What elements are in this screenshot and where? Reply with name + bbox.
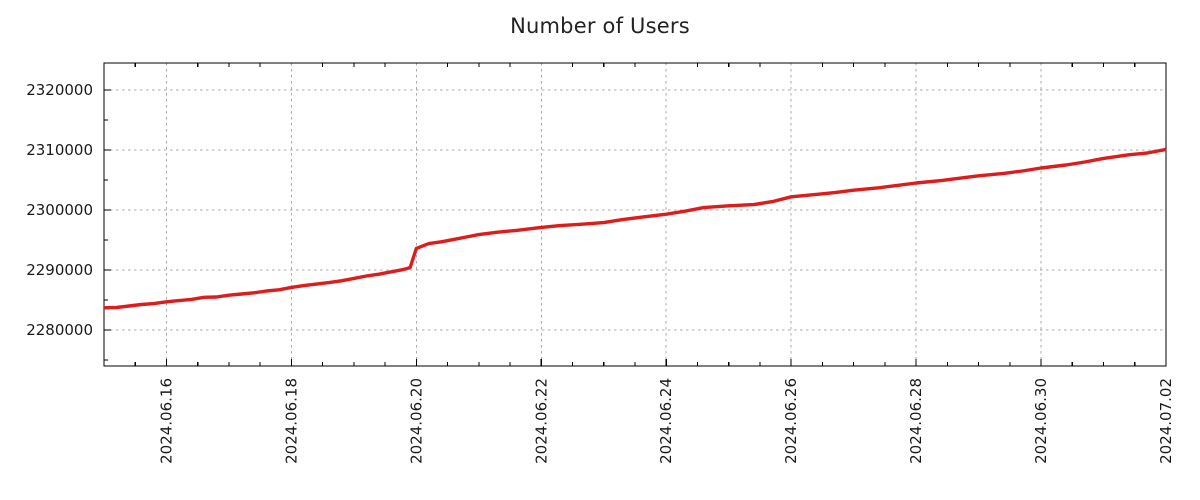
y-gridlines <box>104 89 1166 331</box>
x-tick-label: 2024.06.20 <box>407 378 425 464</box>
y-tick-label: 2290000 <box>26 261 93 279</box>
y-axis-tick-labels: 2280000 2290000 2300000 2310000 2320000 <box>26 81 93 339</box>
x-tick-label: 2024.06.18 <box>282 378 300 464</box>
x-tick-label: 2024.07.02 <box>1157 378 1175 464</box>
y-minor-tickmarks <box>104 119 108 361</box>
y-tick-label: 2300000 <box>26 201 93 219</box>
x-minor-tickmarks <box>134 63 1136 366</box>
x-axis-tick-labels: 2024.06.16 2024.06.18 2024.06.20 2024.06.22… <box>157 378 1175 464</box>
data-series-line <box>103 147 1167 310</box>
x-tick-label: 2024.06.16 <box>157 378 175 464</box>
y-tick-label: 2320000 <box>26 81 93 99</box>
x-tick-label: 2024.06.30 <box>1032 378 1050 464</box>
x-tick-label: 2024.06.28 <box>907 378 925 464</box>
chart-title: Number of Users <box>510 14 690 38</box>
plot-frame <box>103 62 1167 367</box>
x-tick-label: 2024.06.22 <box>532 378 550 464</box>
x-tick-label: 2024.06.24 <box>657 378 675 464</box>
y-tick-label: 2280000 <box>26 321 93 339</box>
x-tick-label: 2024.06.26 <box>782 378 800 464</box>
y-tick-label: 2310000 <box>26 141 93 159</box>
